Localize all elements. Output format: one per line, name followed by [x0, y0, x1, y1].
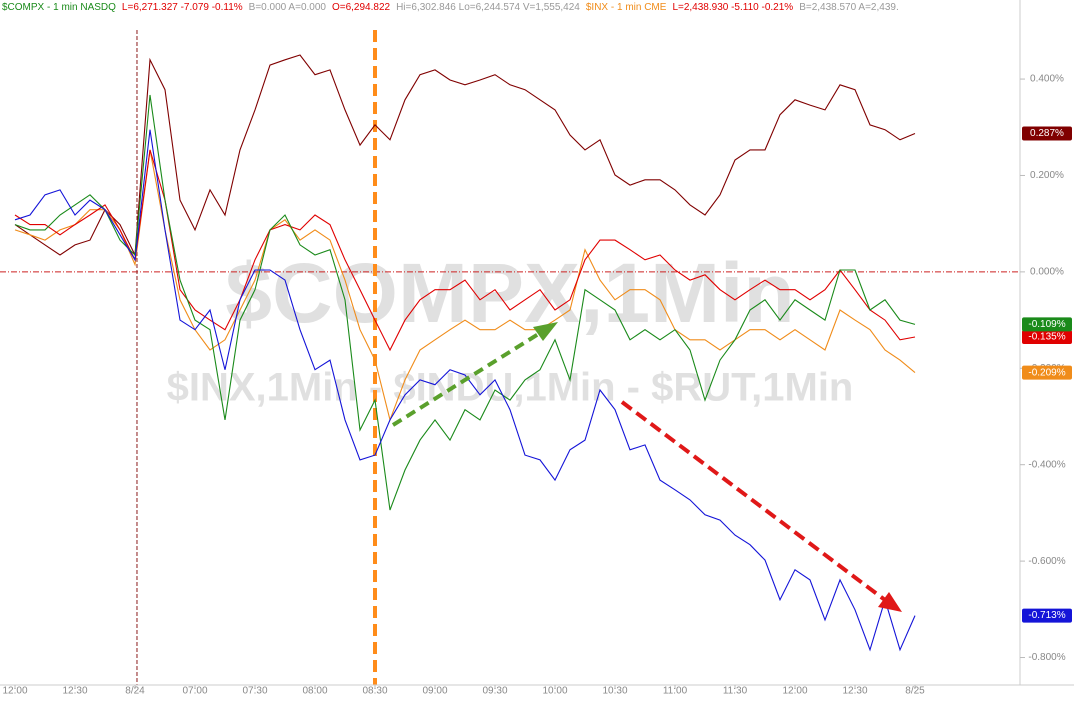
series-line	[14, 129, 916, 652]
x-tick-label: 08:00	[302, 686, 327, 697]
last-value-label: -0.109%	[1028, 319, 1065, 330]
header-field: L=2,438.930 -5.110 -0.21%	[672, 2, 794, 13]
x-tick-label: 8/25	[905, 686, 925, 697]
green-arrowhead	[533, 322, 558, 341]
x-tick-label: 12:00	[782, 686, 807, 697]
watermark-sub: $INX,1Min - $INDU,1Min - $RUT,1Min	[167, 366, 854, 410]
red-arrow	[620, 400, 887, 602]
last-value-badge	[1022, 608, 1072, 623]
x-tick-label: 10:00	[542, 686, 567, 697]
x-tick-label: 12:30	[62, 686, 87, 697]
x-tick-label: 12:00	[2, 686, 27, 697]
header-field: L=6,271.327 -7.079 -0.11%	[121, 2, 243, 13]
header-field: $INX - 1 min CME	[585, 2, 667, 13]
x-tick-label: 8/24	[125, 686, 145, 697]
y-tick-label: -0.600%	[1028, 556, 1065, 567]
x-tick-label: 12:30	[842, 686, 867, 697]
series-line	[14, 94, 916, 511]
header-field: $COMPX - 1 min NASDQ	[2, 2, 116, 13]
annotation-arrows	[391, 322, 902, 612]
last-value-badge	[1022, 329, 1072, 344]
last-value-badge	[1022, 317, 1072, 332]
y-tick-label: 0.400%	[1030, 74, 1064, 85]
plot-area	[0, 30, 1020, 685]
x-tick-label: 11:30	[723, 686, 748, 697]
header: $COMPX - 1 min NASDQ L=6,271.327 -7.079 -…	[2, 2, 905, 13]
series-line	[14, 54, 916, 258]
last-value-label: 0.287%	[1030, 128, 1064, 139]
header-field: O=6,294.822	[331, 2, 391, 13]
x-tick-label: 09:00	[422, 686, 447, 697]
last-value-label: -0.713%	[1028, 610, 1065, 621]
last-value-badge	[1022, 126, 1072, 141]
watermark-main: $COMPX,1Min	[225, 246, 794, 340]
header-field: B=0.000 A=0.000	[248, 2, 326, 13]
x-tick-label: 11:00	[663, 686, 688, 697]
x-tick-label: 07:00	[182, 686, 207, 697]
x-tick-label: 09:30	[482, 686, 507, 697]
green-arrow	[391, 331, 542, 427]
axes: 0.400%0.200%0.000%-0.200%-0.400%-0.600%-…	[2, 74, 1072, 697]
header-field: B=2,438.570 A=2,439.	[799, 2, 899, 13]
y-tick-label: -0.800%	[1028, 652, 1065, 663]
x-tick-label: 10:30	[602, 686, 627, 697]
header-field: Hi=6,302.846 Lo=6,244.574 V=1,555,424	[396, 2, 580, 13]
y-tick-label: -0.400%	[1028, 459, 1065, 470]
y-tick-label: 0.000%	[1030, 267, 1064, 278]
x-tick-label: 07:30	[242, 686, 267, 697]
last-value-label: -0.209%	[1028, 367, 1065, 378]
x-tick-label: 08:30	[362, 686, 387, 697]
last-value-badge	[1022, 365, 1072, 380]
red-arrowhead	[878, 592, 902, 612]
last-value-label: -0.135%	[1028, 332, 1065, 343]
watermark: $COMPX,1Min $INX,1Min - $INDU,1Min - $RUT…	[167, 246, 854, 409]
y-tick-label: 0.200%	[1030, 170, 1064, 181]
